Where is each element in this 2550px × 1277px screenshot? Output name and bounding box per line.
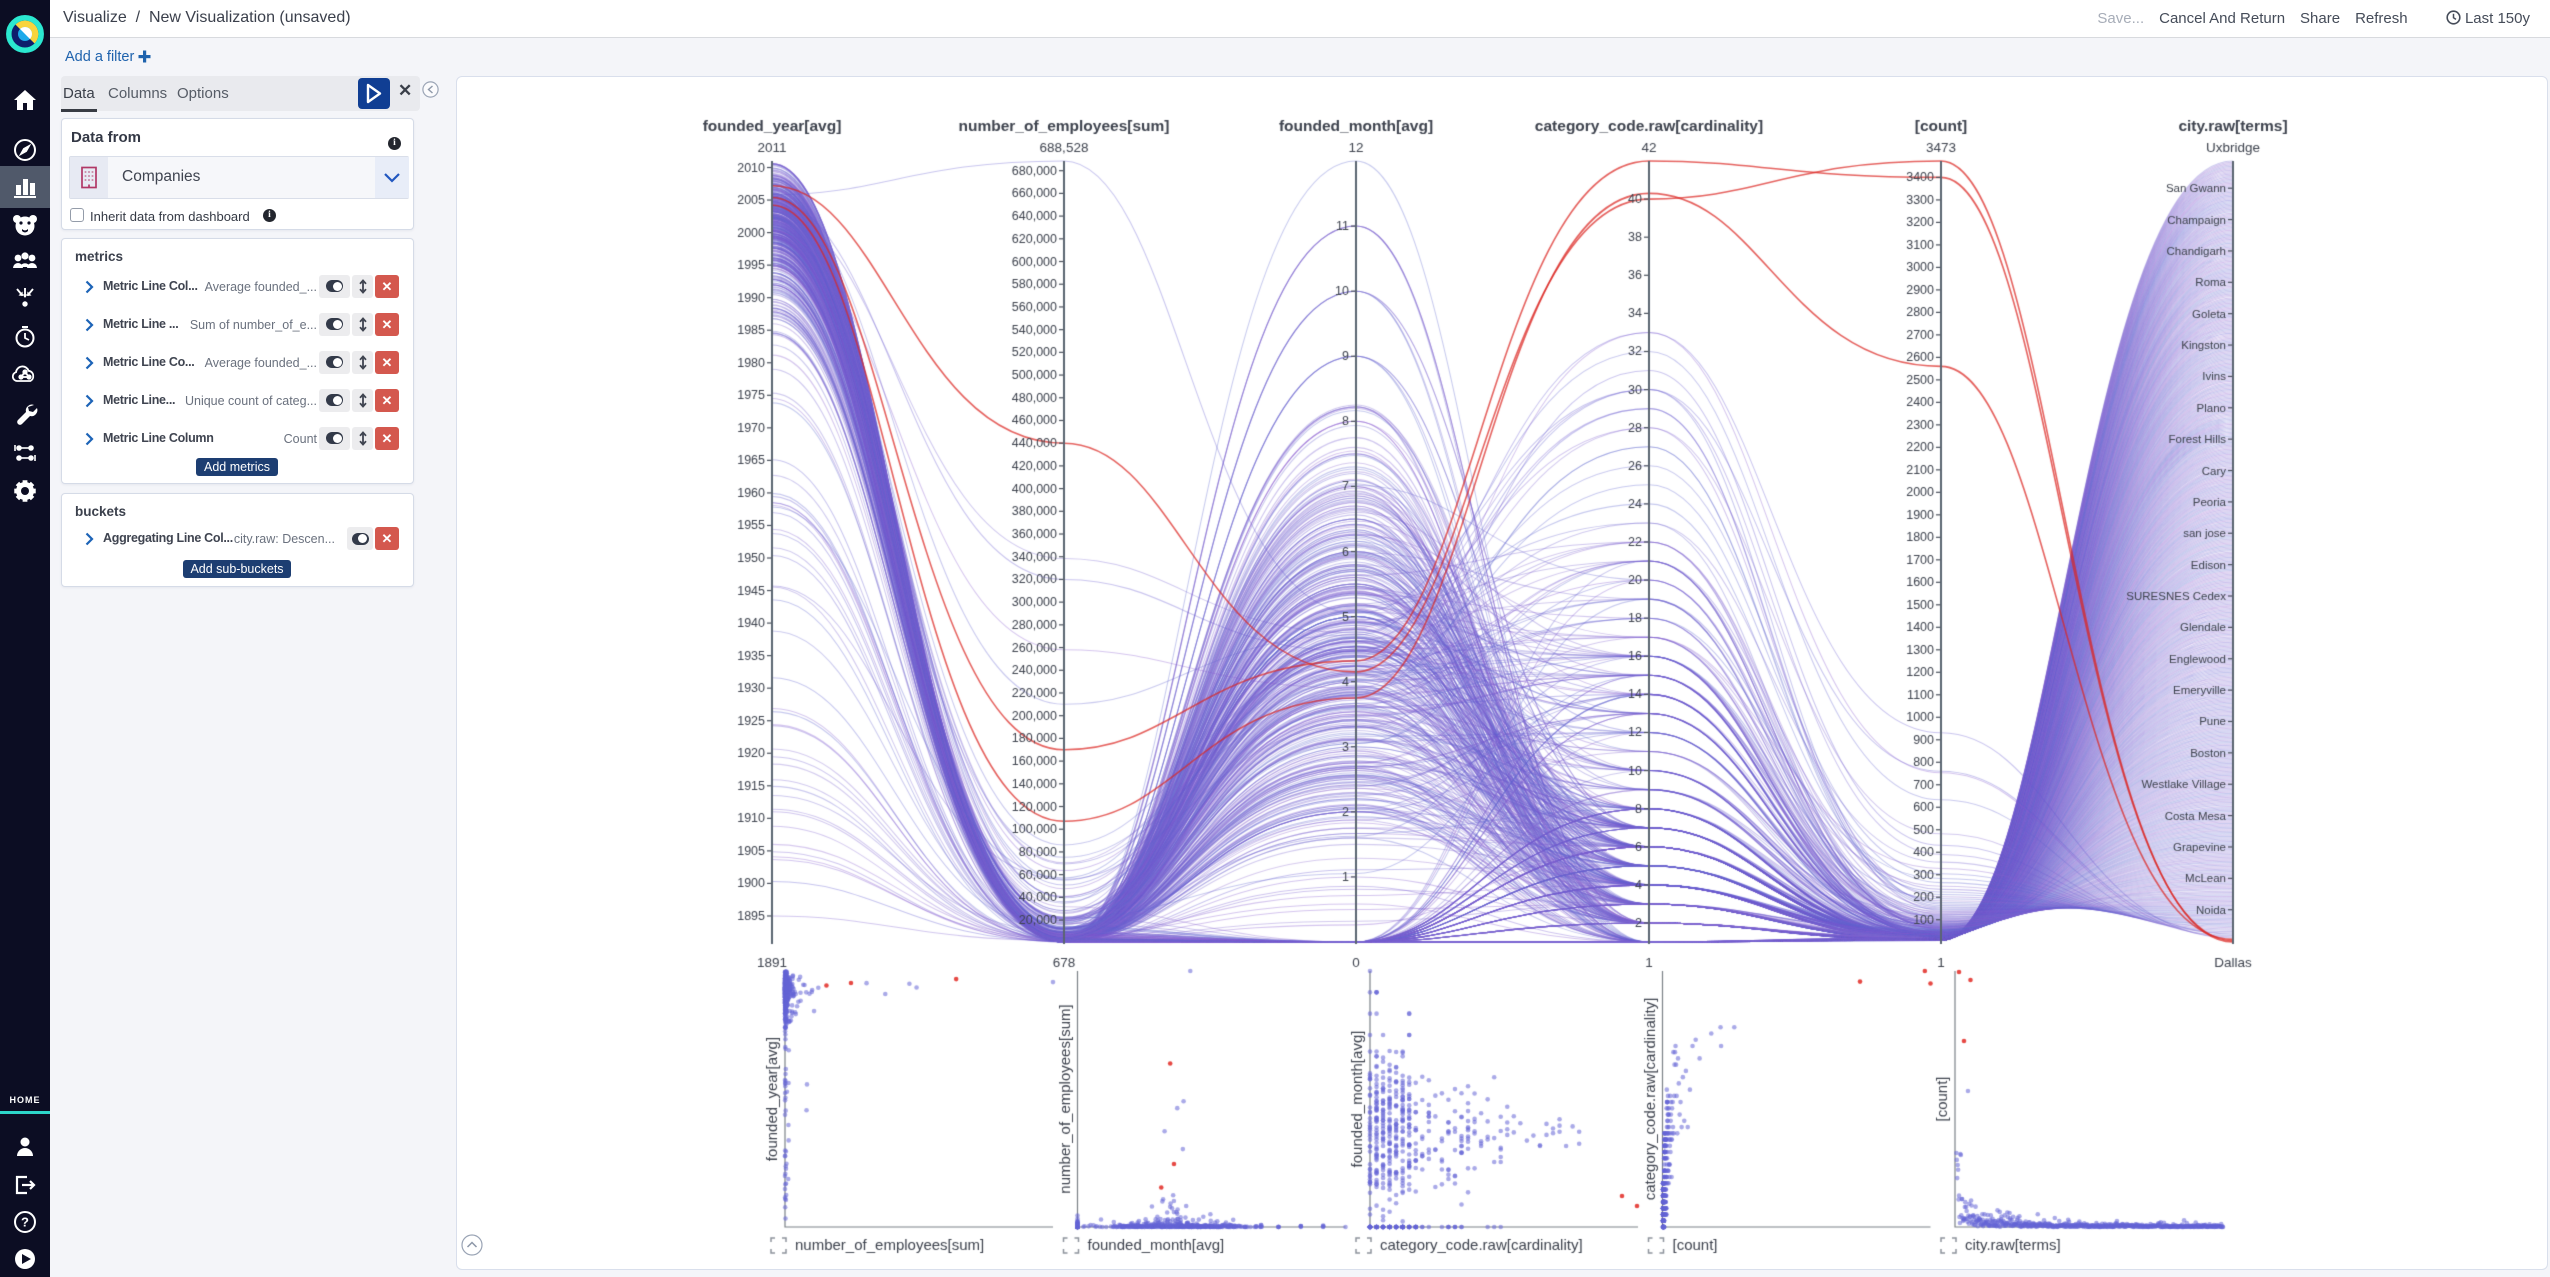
svg-text:?: ? bbox=[21, 1215, 29, 1230]
